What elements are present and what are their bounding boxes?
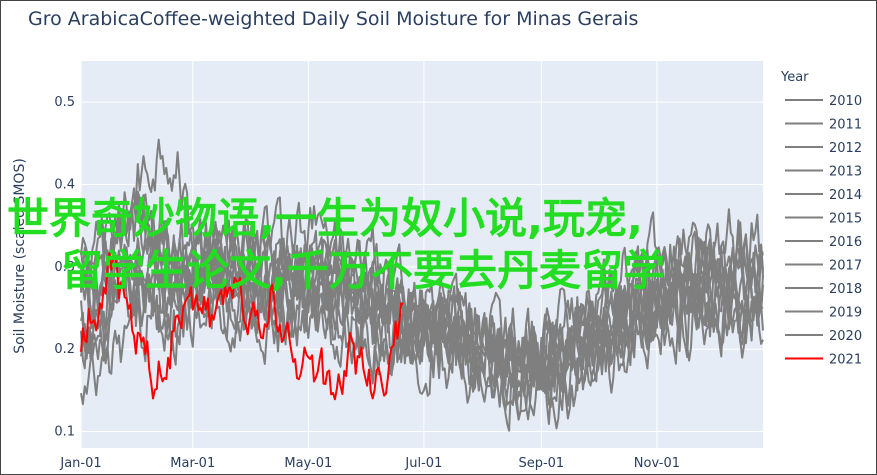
series-layer (80, 138, 764, 432)
legend-item-2018[interactable]: 2018 (785, 282, 862, 297)
legend-item-2015[interactable]: 2015 (785, 212, 862, 227)
legend-item-2012[interactable]: 2012 (785, 141, 862, 156)
legend-label: 2017 (829, 259, 862, 274)
overlay-text: 世界奇妙物语,一生为奴小说,玩宠, 留学生论文,千万不要去丹麦留学 (7, 194, 665, 295)
x-tick-label: Nov-01 (634, 456, 680, 471)
legend-item-2011[interactable]: 2011 (785, 118, 862, 133)
legend-label: 2020 (829, 329, 862, 344)
legend-label: 2013 (829, 165, 862, 180)
y-tick-label: 0.1 (54, 425, 75, 440)
legend-label: 2018 (829, 282, 862, 297)
y-axis-ticks: 0.1 0.2 0.3 0.4 0.5 (54, 95, 75, 439)
x-tick-label: Jul-01 (404, 456, 442, 471)
overlay-line-2: 留学生论文,千万不要去丹麦留学 (61, 246, 665, 295)
legend-label: 2019 (829, 306, 862, 321)
legend[interactable]: 2010 2011 2012 2013 2014 2015 2016 2017 2018 2019… (785, 94, 862, 368)
y-tick-label: 0.4 (54, 178, 75, 193)
x-tick-label: Jan-01 (59, 456, 101, 471)
chart-title: Gro ArabicaCoffee-weighted Daily Soil Mo… (28, 8, 638, 30)
legend-label: 2012 (829, 141, 862, 156)
legend-title: Year (780, 70, 809, 85)
legend-label: 2014 (829, 188, 862, 203)
legend-item-2019[interactable]: 2019 (785, 306, 862, 321)
x-axis-ticks: Jan-01 Mar-01 May-01 Jul-01 Sep-01 Nov-01 (59, 456, 680, 471)
series-line-2019 (80, 236, 764, 432)
legend-item-2016[interactable]: 2016 (785, 235, 862, 250)
legend-label: 2021 (829, 353, 862, 368)
y-tick-label: 0.5 (54, 95, 75, 110)
y-axis-title: Soil Moisture (scaled SMOS) (12, 158, 28, 354)
series-line-2020 (80, 187, 764, 398)
legend-item-2017[interactable]: 2017 (785, 259, 862, 274)
series-line-2011 (80, 233, 764, 391)
legend-item-2020[interactable]: 2020 (785, 329, 862, 344)
x-tick-label: Mar-01 (170, 456, 215, 471)
overlay-line-1: 世界奇妙物语,一生为奴小说,玩宠, (7, 194, 643, 243)
legend-label: 2015 (829, 212, 862, 227)
legend-item-2010[interactable]: 2010 (785, 94, 862, 109)
series-line-2021 (80, 251, 404, 401)
x-tick-label: Sep-01 (518, 456, 564, 471)
y-tick-label: 0.3 (54, 260, 75, 275)
legend-item-2013[interactable]: 2013 (785, 165, 862, 180)
x-tick-label: May-01 (284, 456, 332, 471)
series-line-2015 (80, 191, 764, 406)
legend-item-2021[interactable]: 2021 (785, 353, 862, 368)
legend-label: 2011 (829, 118, 862, 133)
legend-label: 2016 (829, 235, 862, 250)
legend-item-2014[interactable]: 2014 (785, 188, 862, 203)
legend-label: 2010 (829, 94, 862, 109)
y-tick-label: 0.2 (54, 342, 75, 357)
